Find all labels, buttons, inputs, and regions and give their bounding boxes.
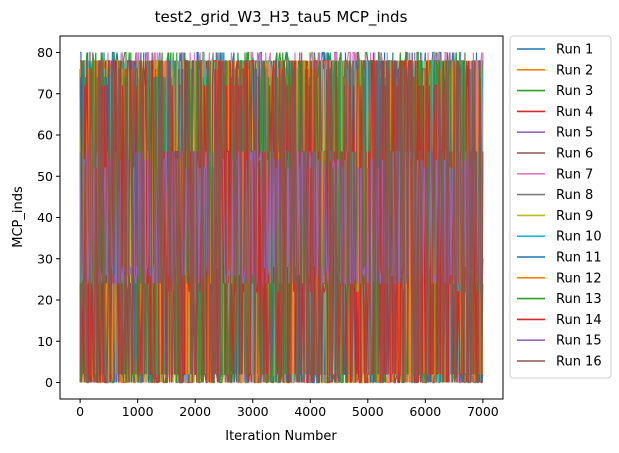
x-tick-label: 2000	[179, 404, 211, 419]
x-axis: 0 1000 2000 3000 4000 5000 6000 7000	[76, 399, 499, 419]
legend-label: Run 6	[556, 147, 593, 162]
y-tick-label: 70	[37, 86, 53, 101]
y-tick-label: 60	[37, 128, 53, 143]
x-axis-label: Iteration Number	[225, 429, 337, 444]
x-tick-label: 1000	[122, 404, 154, 419]
legend-label: Run 2	[556, 63, 593, 78]
legend-label: Run 7	[556, 167, 593, 182]
legend-label: Run 12	[556, 271, 602, 286]
legend-label: Run 8	[556, 188, 593, 203]
legend-label: Run 16	[556, 355, 602, 370]
legend-label: Run 1	[556, 43, 593, 58]
legend-label: Run 5	[556, 126, 593, 141]
legend-label: Run 9	[556, 209, 593, 224]
y-tick-label: 80	[37, 45, 53, 60]
legend-label: Run 4	[556, 105, 593, 120]
x-tick-label: 6000	[409, 404, 441, 419]
series-layer	[79, 51, 484, 384]
y-axis: 0 10 20 30 40 50 60 70 80	[37, 45, 60, 390]
y-axis-label: MCP_inds	[11, 186, 26, 248]
y-tick-label: 40	[37, 210, 53, 225]
legend-label: Run 14	[556, 313, 602, 328]
y-tick-label: 30	[37, 251, 53, 266]
legend-label: Run 15	[556, 334, 602, 349]
chart-title: test2_grid_W3_H3_tau5 MCP_inds	[155, 8, 408, 27]
legend-label: Run 10	[556, 230, 602, 245]
legend-label: Run 11	[556, 251, 602, 266]
x-tick-label: 7000	[467, 404, 499, 419]
x-tick-label: 5000	[352, 404, 384, 419]
y-tick-label: 0	[45, 375, 53, 390]
series-line-run-16	[79, 60, 484, 384]
legend-label: Run 3	[556, 84, 593, 99]
y-tick-label: 20	[37, 293, 53, 308]
x-tick-label: 3000	[237, 404, 269, 419]
x-tick-label: 0	[76, 404, 84, 419]
y-tick-label: 10	[37, 334, 53, 349]
legend-label: Run 13	[556, 292, 602, 307]
legend: Run 1 Run 2 Run 3 Run 4 Run 5 Run 6 Run 7 Run 8…	[509, 35, 612, 379]
legend-box	[509, 35, 612, 379]
y-tick-label: 50	[37, 169, 53, 184]
x-tick-label: 4000	[294, 404, 326, 419]
